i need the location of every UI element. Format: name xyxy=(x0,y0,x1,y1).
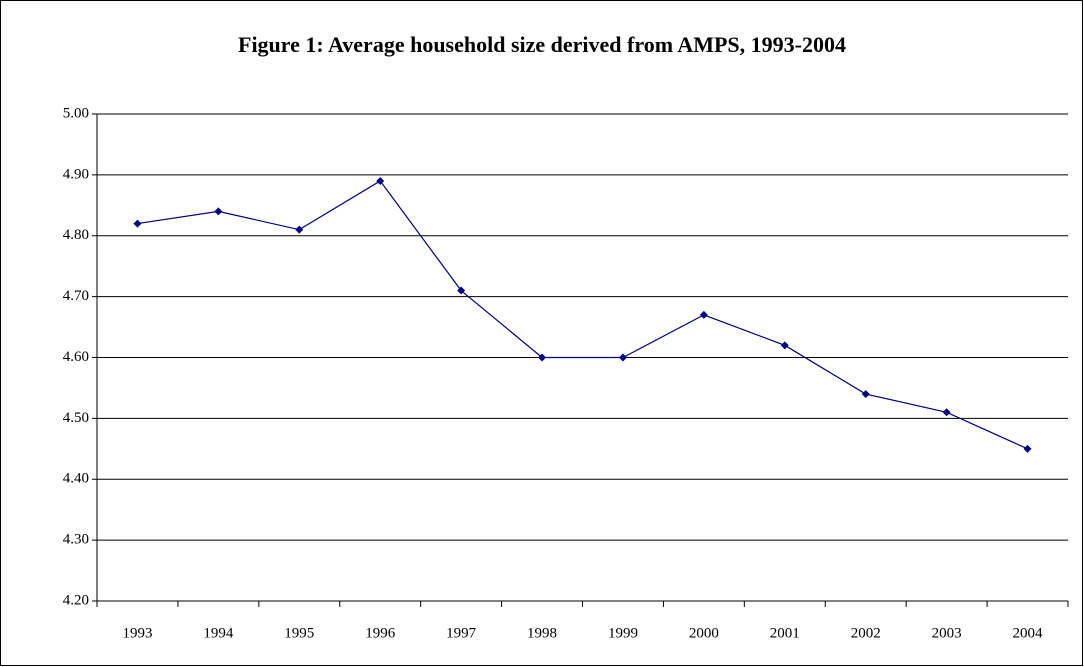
x-tick-label: 1999 xyxy=(608,625,638,641)
x-tick-label: 1996 xyxy=(365,625,396,641)
data-point xyxy=(538,353,547,362)
y-tick-label: 4.20 xyxy=(63,592,89,608)
x-tick-label: 1995 xyxy=(284,625,314,641)
x-tick-label: 2003 xyxy=(932,625,962,641)
data-point xyxy=(942,408,951,417)
y-tick-label: 4.70 xyxy=(63,288,89,304)
y-tick-label: 4.40 xyxy=(63,471,89,487)
data-line xyxy=(137,180,1028,450)
data-point xyxy=(618,353,627,362)
x-tick-label: 2001 xyxy=(770,625,800,641)
x-tick-label: 2002 xyxy=(851,625,881,641)
data-point xyxy=(457,286,466,295)
y-tick-label: 4.80 xyxy=(63,227,89,243)
data-point xyxy=(295,225,304,234)
x-tick-label: 1998 xyxy=(527,625,557,641)
chart-title: Figure 1: Average household size derived… xyxy=(238,32,846,57)
y-tick-label: 4.60 xyxy=(63,349,89,365)
x-tick-label: 1993 xyxy=(122,625,152,641)
y-tick-label: 5.00 xyxy=(63,105,89,121)
data-point xyxy=(699,310,708,319)
x-tick-label: 1994 xyxy=(203,625,234,641)
y-tick-label: 4.90 xyxy=(63,166,89,182)
y-tick-label: 4.30 xyxy=(63,532,89,548)
x-tick-label: 2000 xyxy=(689,625,719,641)
data-point xyxy=(1023,444,1032,453)
data-point xyxy=(214,207,223,216)
x-tick-label: 1997 xyxy=(446,625,477,641)
x-tick-label: 2004 xyxy=(1013,625,1044,641)
data-point xyxy=(133,219,142,228)
data-point xyxy=(376,176,385,185)
data-point xyxy=(861,390,870,399)
data-point xyxy=(780,341,789,350)
y-tick-label: 4.50 xyxy=(63,410,89,426)
